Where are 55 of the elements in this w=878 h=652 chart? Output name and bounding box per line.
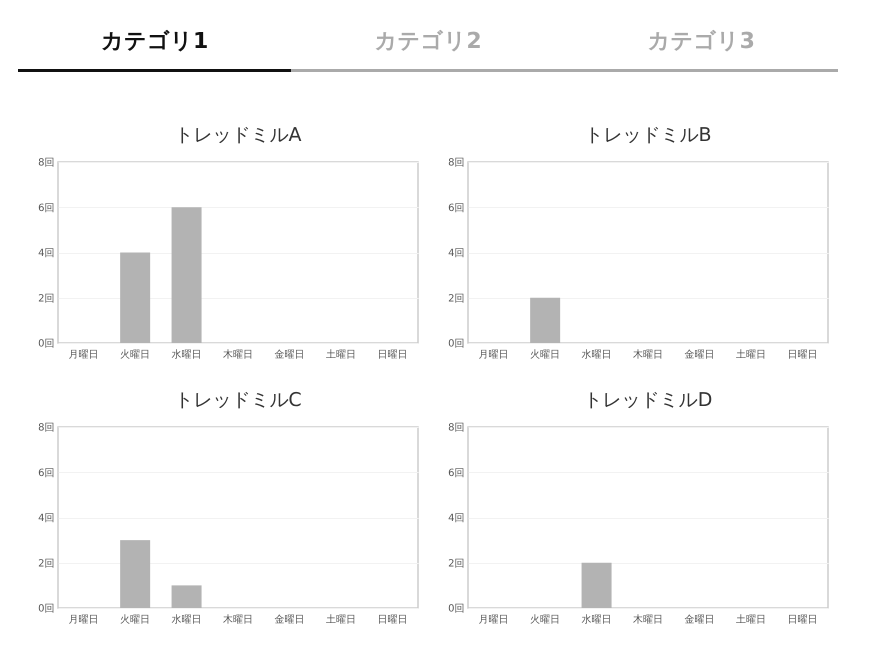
x-tick-label: 金曜日: [684, 614, 714, 626]
x-tick-label: 日曜日: [787, 614, 818, 626]
x-tick-label: 木曜日: [633, 348, 663, 360]
x-tick-label: 月曜日: [478, 348, 509, 360]
x-tick-label: 水曜日: [582, 614, 612, 626]
x-tick-label: 月曜日: [68, 348, 99, 360]
x-tick-label: 水曜日: [172, 614, 202, 626]
x-tick-label: 木曜日: [633, 614, 663, 626]
x-tick-label: 日曜日: [787, 348, 818, 360]
x-tick-label: 木曜日: [223, 348, 253, 360]
x-tick-label: 火曜日: [530, 614, 560, 626]
x-tick-label: 月曜日: [478, 614, 509, 626]
x-tick-label: 金曜日: [274, 348, 304, 360]
x-tick-label: 月曜日: [68, 614, 99, 626]
y-tick-label: 4回: [448, 248, 464, 259]
y-tick-label: 4回: [448, 513, 464, 524]
y-tick-label: 4回: [38, 248, 54, 259]
x-tick-label: 日曜日: [377, 348, 408, 360]
y-tick-label: 4回: [38, 513, 54, 524]
text: カテゴリ3: [564, 20, 838, 72]
x-tick-label: 金曜日: [274, 614, 304, 626]
chart-title: トレッドミルD: [584, 389, 712, 411]
y-tick-label: 0回: [448, 338, 464, 350]
y-tick-label: 0回: [448, 604, 464, 614]
x-tick-label: 火曜日: [530, 348, 560, 360]
y-tick-label: 6回: [38, 202, 54, 214]
y-tick-label: 2回: [38, 293, 54, 304]
y-tick-label: 6回: [448, 468, 464, 479]
text: カテゴリ1: [18, 20, 292, 72]
x-tick-label: 土曜日: [326, 348, 356, 360]
x-tick-label: 土曜日: [736, 348, 766, 360]
x-tick-label: 土曜日: [736, 614, 766, 626]
y-tick-label: 8回: [448, 158, 464, 168]
chart-title: トレッドミルA: [174, 124, 302, 146]
chart-title: トレッドミルB: [584, 124, 712, 146]
y-tick-label: 8回: [448, 422, 464, 434]
y-tick-label: 2回: [448, 558, 464, 570]
y-tick-label: 0回: [38, 604, 54, 614]
y-tick-label: 6回: [38, 468, 54, 479]
x-tick-label: 金曜日: [684, 348, 714, 360]
y-tick-label: 0回: [38, 338, 54, 350]
x-tick-label: 日曜日: [377, 614, 408, 626]
x-tick-label: 木曜日: [223, 614, 253, 626]
chart-title: トレッドミルC: [174, 389, 302, 411]
y-tick-label: 2回: [448, 293, 464, 304]
x-tick-label: 水曜日: [172, 348, 202, 360]
x-tick-label: 土曜日: [326, 614, 356, 626]
x-tick-label: 水曜日: [582, 348, 612, 360]
y-tick-label: 2回: [38, 558, 54, 570]
y-tick-label: 8回: [38, 422, 54, 434]
x-tick-label: 火曜日: [120, 348, 150, 360]
y-tick-label: 6回: [448, 202, 464, 214]
y-tick-label: 8回: [38, 158, 54, 168]
text: カテゴリ2: [291, 20, 565, 72]
x-tick-label: 火曜日: [120, 614, 150, 626]
